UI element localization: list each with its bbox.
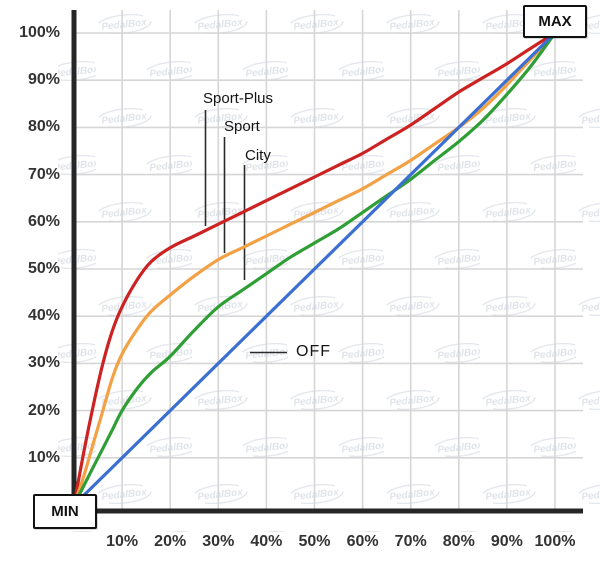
y-tick-label: 100%: [19, 24, 60, 41]
y-tick-label: 80%: [27, 118, 60, 136]
city-label: City: [245, 147, 271, 164]
sport-label: Sport: [224, 118, 260, 135]
min-endpoint-label: MIN: [51, 503, 79, 520]
off-label: OFF: [296, 343, 331, 360]
y-tick-label: 40%: [27, 307, 60, 325]
y-tick-label: 20%: [27, 401, 60, 419]
x-tick-label: 90%: [490, 533, 523, 550]
y-tick-label: 90%: [27, 71, 60, 89]
y-tick-label: 10%: [27, 448, 60, 466]
x-tick-label: 80%: [442, 533, 475, 550]
curves: [72, 31, 557, 507]
max-endpoint-label: MAX: [538, 13, 572, 30]
x-tick-label: 10%: [106, 533, 139, 550]
x-tick-label: 40%: [250, 533, 283, 550]
min-endpoint-box: MIN: [33, 494, 97, 529]
max-endpoint-box: MAX: [523, 5, 587, 38]
curve-callouts: [204, 110, 287, 354]
x-tick-label: 100%: [534, 533, 576, 550]
x-tick-label: 30%: [202, 533, 235, 550]
axes: [71, 10, 583, 514]
x-tick-label: 60%: [346, 533, 379, 550]
x-tick-label: 50%: [298, 533, 331, 550]
y-tick-label: 70%: [27, 165, 60, 183]
y-tick-label: 50%: [27, 260, 60, 277]
curve-city: [72, 31, 557, 507]
x-tick-label: 20%: [154, 533, 187, 550]
curve-sport-plus: [72, 31, 557, 507]
y-tick-label: 60%: [27, 212, 60, 230]
y-tick-label: 30%: [27, 354, 60, 372]
sport-plus-label: Sport-Plus: [203, 90, 274, 107]
x-tick-label: 70%: [394, 533, 427, 550]
curve-off: [72, 31, 557, 507]
